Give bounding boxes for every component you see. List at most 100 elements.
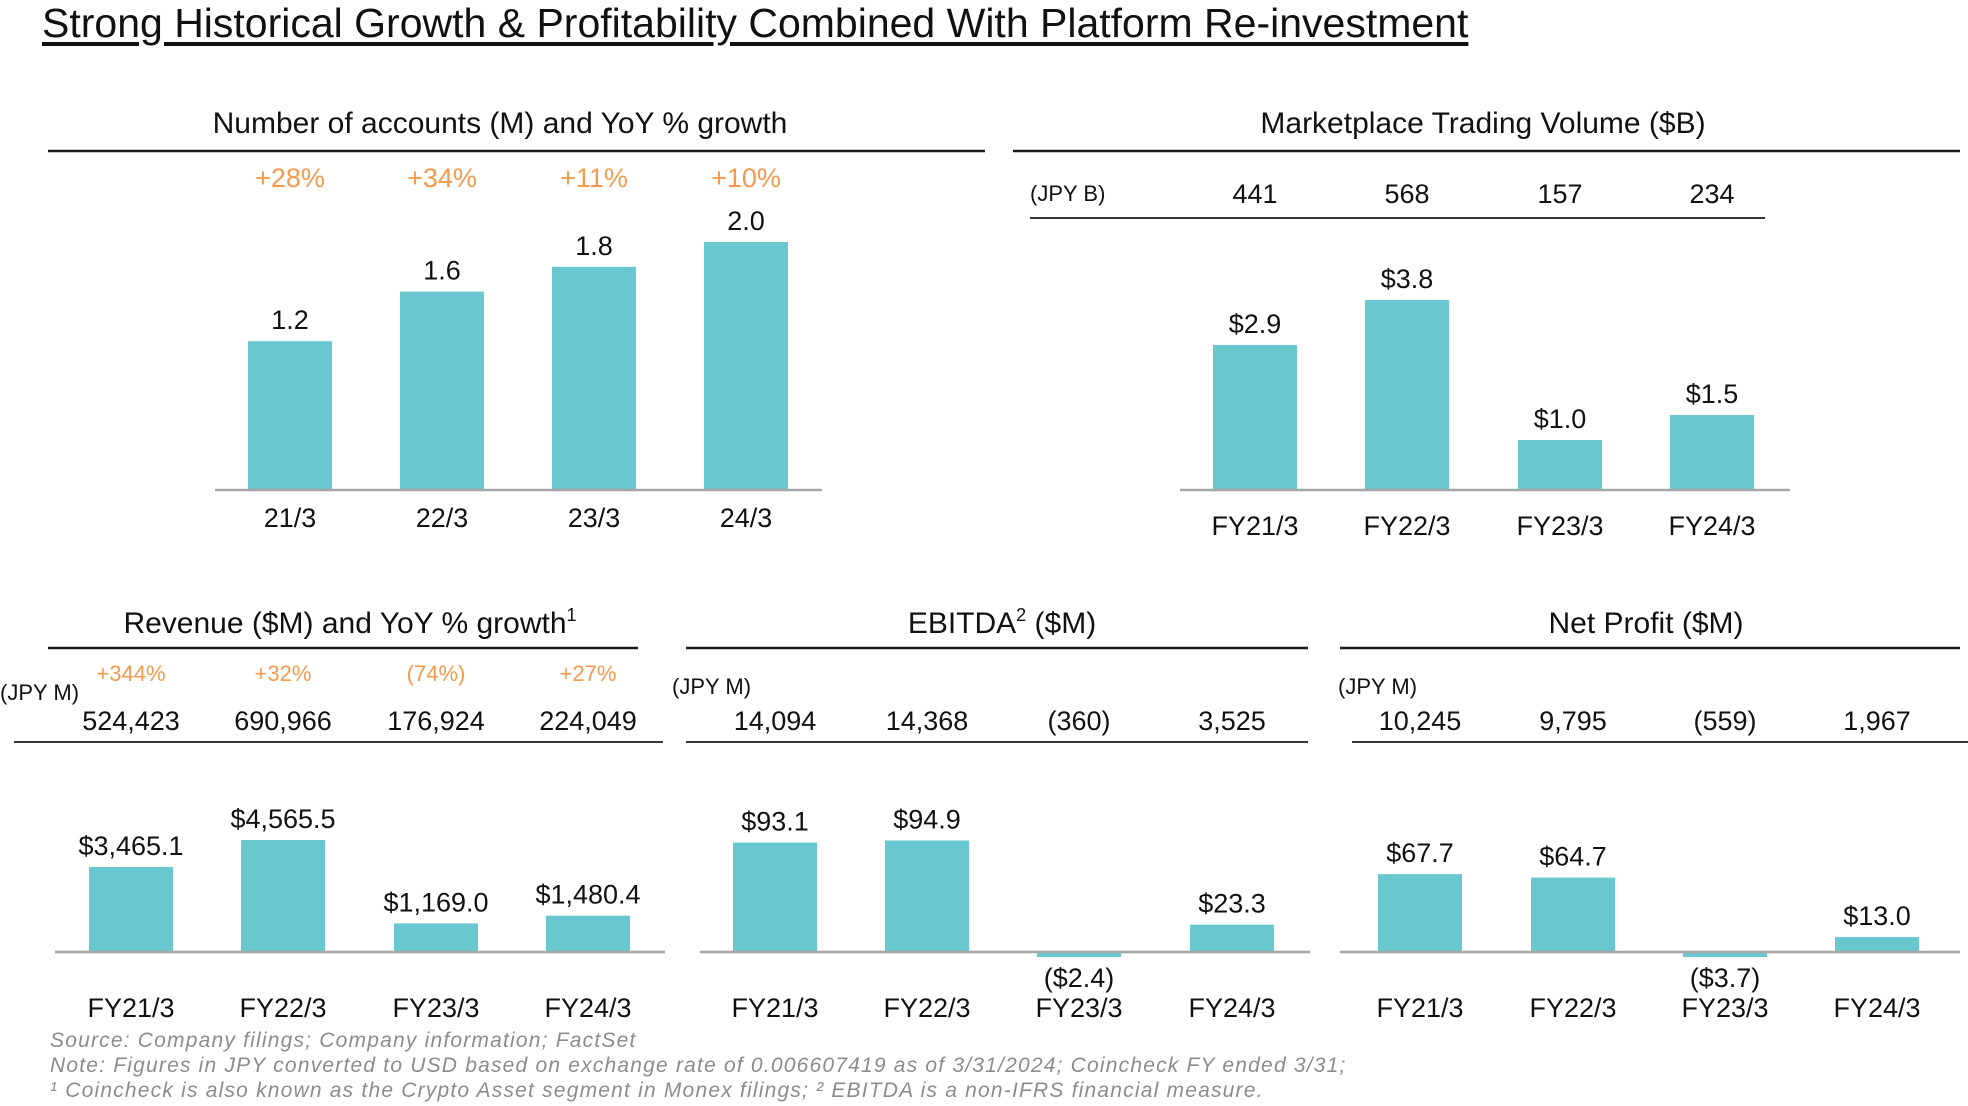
chart4-bar (1037, 952, 1121, 957)
chart3-category-label: FY23/3 (392, 993, 479, 1023)
chart5-category-label: FY23/3 (1681, 993, 1768, 1023)
chart3-category-label: FY22/3 (239, 993, 326, 1023)
chart1-bar (248, 341, 332, 490)
chart2-bar (1518, 440, 1602, 490)
chart3-bar (89, 867, 173, 952)
chart3-bar (394, 923, 478, 952)
chart5-value-label: $64.7 (1539, 842, 1607, 872)
chart3-growth-label: (74%) (407, 661, 466, 686)
chart4-category-label: FY24/3 (1188, 993, 1275, 1023)
chart5-jpy-value: (559) (1693, 706, 1756, 736)
footnote-definitions: ¹ Coincheck is also known as the Crypto … (50, 1079, 1264, 1102)
chart5-category-label: FY22/3 (1529, 993, 1616, 1023)
chart3-bar (241, 840, 325, 952)
chart1-growth-label: +34% (407, 163, 477, 193)
chart3-growth-label: +32% (255, 661, 312, 686)
chart3-value-label: $3,465.1 (78, 831, 183, 861)
chart5-value-label: ($3.7) (1690, 963, 1761, 993)
chart4-jpy-value: 14,094 (734, 706, 817, 736)
chart4-jpy-value: 14,368 (886, 706, 969, 736)
chart1-category-label: 23/3 (568, 503, 621, 533)
chart3-growth-label: +27% (560, 661, 617, 686)
chart1-value-label: 1.8 (575, 231, 613, 261)
chart3-jpy-value: 690,966 (234, 706, 332, 736)
chart3-jpy-unit-label: (JPY M) (0, 680, 79, 705)
chart4-bar (1190, 924, 1274, 952)
chart3-value-label: $1,169.0 (383, 887, 488, 917)
chart3-jpy-value: 524,423 (82, 706, 180, 736)
chart2-jpy-unit-label: (JPY B) (1030, 181, 1105, 206)
chart4-jpy-unit-label: (JPY M) (672, 674, 751, 699)
chart5-title: Net Profit ($M) (1548, 607, 1743, 640)
chart4-bar (733, 842, 817, 952)
footnotes: Source: Company filings; Company informa… (50, 1028, 1347, 1103)
chart1-bar (704, 242, 788, 490)
chart1-growth-label: +28% (255, 163, 325, 193)
chart1-value-label: 2.0 (727, 206, 765, 236)
chart3-category-label: FY21/3 (87, 993, 174, 1023)
chart2-value-label: $3.8 (1381, 264, 1434, 294)
chart5-jpy-value: 1,967 (1843, 706, 1911, 736)
chart1-growth-label: +10% (711, 163, 781, 193)
chart3-title-footnote-mark: 1 (567, 605, 577, 625)
chart2-bar (1670, 415, 1754, 490)
chart2-jpy-value: 441 (1232, 179, 1277, 209)
chart5-bar (1531, 877, 1615, 952)
footnote-note: Note: Figures in JPY converted to USD ba… (50, 1054, 1347, 1077)
chart3-bar (546, 915, 630, 952)
chart4-title: EBITDA2 ($M) (908, 605, 1096, 640)
page-title: Strong Historical Growth & Profitability… (42, 0, 1469, 46)
chart5-value-label: $13.0 (1843, 901, 1911, 931)
chart5-bar (1683, 952, 1767, 957)
chart5-bar (1835, 937, 1919, 952)
chart1-value-label: 1.6 (423, 256, 461, 286)
chart4-bar (885, 840, 969, 952)
chart4-value-label: $93.1 (741, 807, 809, 837)
chart5-bar (1378, 874, 1462, 952)
chart2-bar (1365, 300, 1449, 490)
chart3-jpy-value: 176,924 (387, 706, 485, 736)
chart2-category-label: FY22/3 (1363, 511, 1450, 541)
chart5-jpy-value: 9,795 (1539, 706, 1607, 736)
chart3-value-label: $4,565.5 (230, 804, 335, 834)
footnote-source: Source: Company filings; Company informa… (50, 1029, 637, 1052)
chart4-category-label: FY23/3 (1035, 993, 1122, 1023)
chart2-jpy-value: 234 (1689, 179, 1734, 209)
chart2-jpy-value: 568 (1384, 179, 1429, 209)
chart2-jpy-value: 157 (1537, 179, 1582, 209)
chart4-jpy-value: 3,525 (1198, 706, 1266, 736)
chart3-category-label: FY24/3 (544, 993, 631, 1023)
chart4-value-label: $23.3 (1198, 889, 1266, 919)
chart5-category-label: FY21/3 (1376, 993, 1463, 1023)
chart2-value-label: $1.0 (1534, 404, 1587, 434)
chart5-jpy-value: 10,245 (1379, 706, 1462, 736)
chart4-jpy-value: (360) (1047, 706, 1110, 736)
chart1-category-label: 21/3 (264, 503, 317, 533)
chart2-category-label: FY24/3 (1668, 511, 1755, 541)
chart4-value-label: ($2.4) (1044, 963, 1115, 993)
chart5-jpy-unit-label: (JPY M) (1338, 674, 1417, 699)
chart3-growth-label: +344% (96, 661, 165, 686)
chart2-category-label: FY23/3 (1516, 511, 1603, 541)
chart1-value-label: 1.2 (271, 305, 309, 335)
chart1-category-label: 24/3 (720, 503, 773, 533)
chart4-title-footnote-mark: 2 (1016, 605, 1026, 625)
chart1-growth-label: +11% (560, 163, 628, 193)
chart1-bar (552, 266, 636, 490)
chart4-value-label: $94.9 (893, 804, 961, 834)
chart1-category-label: 22/3 (416, 503, 469, 533)
chart4-category-label: FY22/3 (883, 993, 970, 1023)
chart2-category-label: FY21/3 (1211, 511, 1298, 541)
chart1-bar (400, 291, 484, 490)
chart3-title: Revenue ($M) and YoY % growth1 (123, 605, 576, 640)
chart5-category-label: FY24/3 (1833, 993, 1920, 1023)
chart4-category-label: FY21/3 (731, 993, 818, 1023)
chart2-value-label: $2.9 (1229, 309, 1282, 339)
chart3-value-label: $1,480.4 (535, 880, 640, 910)
chart2-bar (1213, 345, 1297, 490)
chart2-value-label: $1.5 (1686, 379, 1739, 409)
chart5-value-label: $67.7 (1386, 838, 1454, 868)
chart3-jpy-value: 224,049 (539, 706, 637, 736)
chart1-title: Number of accounts (M) and YoY % growth (213, 107, 788, 140)
